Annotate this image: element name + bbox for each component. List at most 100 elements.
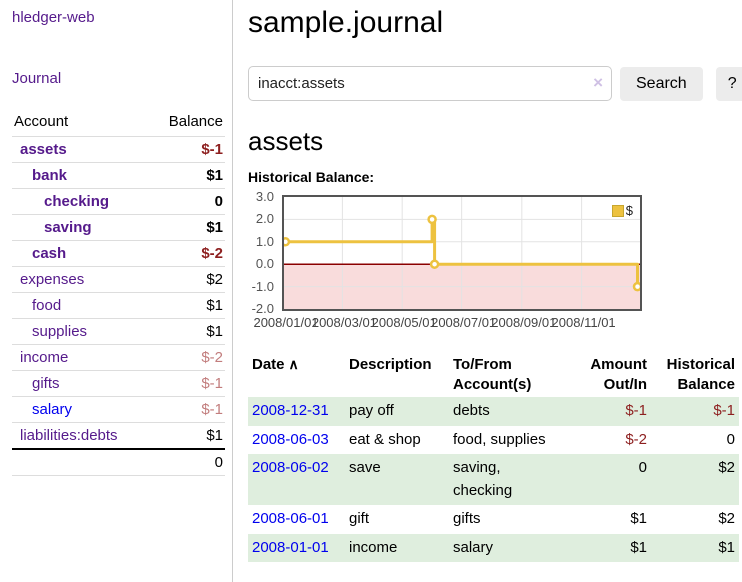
chart-y-axis: 3.0 2.0 1.0 0.0 -1.0 -2.0 bbox=[248, 190, 276, 316]
transaction-accounts: saving, checking bbox=[453, 459, 513, 499]
transaction-date-link[interactable]: 2008-01-01 bbox=[252, 538, 329, 556]
account-heading: assets bbox=[248, 126, 324, 156]
y-tick-label: 3.0 bbox=[255, 189, 274, 204]
transaction-description: income bbox=[349, 538, 398, 556]
transaction-description: gift bbox=[349, 510, 370, 527]
account-link-assets[interactable]: assets bbox=[12, 136, 150, 163]
account-balance: $1 bbox=[149, 214, 225, 241]
account-row: liabilities:debts $1 bbox=[12, 423, 225, 450]
register-row: 2008-06-03 eat & shop food, supplies $-2 0 bbox=[248, 426, 739, 455]
x-tick-label: 2008/07/01 bbox=[431, 315, 497, 330]
y-tick-label: 0.0 bbox=[255, 256, 274, 272]
legend-label: $ bbox=[625, 203, 633, 218]
account-balance: $1 bbox=[149, 318, 225, 345]
accounts-header-row: Account Balance bbox=[12, 110, 225, 137]
account-balance: $1 bbox=[149, 162, 225, 189]
x-tick-label: 2008/05/01 bbox=[371, 315, 437, 330]
transaction-date-link[interactable]: 2008-06-02 bbox=[252, 459, 329, 476]
account-link-bank[interactable]: bank bbox=[12, 162, 150, 189]
account-link-liabilities-debts[interactable]: liabilities:debts bbox=[20, 427, 118, 444]
nav-journal-link[interactable]: Journal bbox=[12, 70, 62, 87]
chart-title: Historical Balance: bbox=[248, 169, 375, 185]
transaction-description: save bbox=[349, 459, 381, 476]
account-link-food[interactable]: food bbox=[12, 292, 150, 319]
transaction-accounts: food, supplies bbox=[453, 430, 546, 448]
main-content: sample.journal × Search ? assets Histori… bbox=[233, 0, 742, 582]
legend-swatch-icon bbox=[611, 204, 624, 217]
account-row: gifts $-1 bbox=[12, 370, 225, 397]
sidebar: hledger-web Journal Account Balance asse… bbox=[0, 0, 233, 582]
y-tick-label: -1.0 bbox=[251, 278, 274, 294]
register-header-row: Date ∧ Description To/From Account(s) Amount O… bbox=[248, 352, 739, 397]
register-col-date[interactable]: Date ∧ bbox=[252, 356, 299, 373]
account-balance: 0 bbox=[149, 188, 225, 215]
transaction-date-link[interactable]: 2008-06-03 bbox=[252, 430, 329, 448]
clear-search-icon[interactable]: × bbox=[593, 73, 603, 92]
y-tick-label: 2.0 bbox=[255, 211, 274, 227]
account-balance: $1 bbox=[206, 427, 223, 444]
account-link-checking[interactable]: checking bbox=[12, 188, 150, 215]
register-row: 2008-06-02 save saving, checking 0 $2 bbox=[248, 454, 739, 505]
account-balance: $-1 bbox=[149, 136, 225, 163]
transaction-balance: $-1 bbox=[713, 402, 735, 419]
x-tick-label: 2008/01/01 bbox=[253, 315, 319, 330]
balance-chart: 3.0 2.0 1.0 0.0 -1.0 -2.0 $ 2008/01/01 2008/03… bbox=[248, 190, 742, 335]
x-tick-label: 2008/09/01 bbox=[491, 315, 557, 330]
chart-x-axis: 2008/01/01 2008/03/01 2008/05/01 2008/07/01… bbox=[253, 315, 644, 331]
account-link-expenses[interactable]: expenses bbox=[12, 266, 150, 293]
register-row: 2008-06-01 gift gifts $1 $2 bbox=[248, 505, 739, 534]
account-row: assets $-1 bbox=[12, 136, 225, 163]
register-col-to/from-accounts: To/From Account(s) bbox=[453, 356, 532, 393]
account-row: supplies $1 bbox=[12, 318, 225, 345]
search-input[interactable] bbox=[248, 66, 612, 101]
transaction-description: pay off bbox=[349, 402, 394, 419]
x-tick-label: 2008/03/01 bbox=[311, 315, 377, 330]
accounts-col-balance: Balance bbox=[149, 110, 225, 137]
register-col-historical-balance: Historical Balance bbox=[666, 356, 735, 393]
account-row: saving $1 bbox=[12, 214, 225, 241]
y-tick-label: -2.0 bbox=[251, 301, 274, 316]
account-balance: $-1 bbox=[149, 370, 225, 397]
account-balance: $-1 bbox=[149, 396, 225, 423]
account-row: expenses $2 bbox=[12, 266, 225, 293]
accounts-total-value: 0 bbox=[149, 448, 225, 476]
account-link-gifts[interactable]: gifts bbox=[12, 370, 150, 397]
app-brand[interactable]: hledger-web bbox=[12, 9, 95, 26]
help-button[interactable]: ? bbox=[715, 66, 742, 101]
register-col-amount-out/in: Amount Out/In bbox=[590, 356, 647, 393]
transaction-amount: $1 bbox=[630, 538, 647, 556]
account-balance: $-2 bbox=[149, 344, 225, 371]
transaction-accounts: debts bbox=[453, 402, 490, 419]
account-row: salary $-1 bbox=[12, 396, 225, 423]
account-link-cash[interactable]: cash bbox=[12, 240, 150, 267]
account-row: income $-2 bbox=[12, 344, 225, 371]
transaction-date-link[interactable]: 2008-12-31 bbox=[252, 402, 329, 419]
account-row: cash $-2 bbox=[12, 240, 225, 267]
y-tick-label: 1.0 bbox=[255, 233, 274, 249]
sort-ascending-icon: ∧ bbox=[288, 356, 299, 372]
register-table: Date ∧ Description To/From Account(s) Amount O… bbox=[248, 352, 739, 562]
page-title: sample.journal bbox=[248, 6, 444, 39]
chart-legend: $ bbox=[609, 202, 635, 219]
transaction-balance: $2 bbox=[718, 459, 735, 476]
search-box: × bbox=[248, 66, 612, 101]
transaction-accounts: gifts bbox=[453, 510, 481, 527]
transaction-date-link[interactable]: 2008-06-01 bbox=[252, 510, 329, 527]
accounts-table: Account Balance assets $-1 bank $1 checking 0… bbox=[12, 110, 225, 476]
account-row: checking 0 bbox=[12, 188, 225, 215]
account-link-income[interactable]: income bbox=[12, 344, 150, 371]
account-link-saving[interactable]: saving bbox=[12, 214, 150, 241]
transaction-amount: $-2 bbox=[625, 430, 647, 448]
transaction-balance: $1 bbox=[718, 538, 735, 556]
accounts-col-account: Account bbox=[12, 110, 150, 137]
transaction-description: eat & shop bbox=[349, 430, 421, 448]
account-link-supplies[interactable]: supplies bbox=[12, 318, 150, 345]
search-button[interactable]: Search bbox=[620, 66, 703, 101]
sidebar-nav: Journal bbox=[12, 70, 232, 88]
account-balance: $-2 bbox=[149, 240, 225, 267]
accounts-total-row: 0 bbox=[12, 448, 225, 476]
account-row: food $1 bbox=[12, 292, 225, 319]
account-link-salary[interactable]: salary bbox=[12, 396, 150, 423]
transaction-balance: $2 bbox=[718, 510, 735, 527]
chart-plot-area[interactable]: $ bbox=[282, 195, 642, 311]
